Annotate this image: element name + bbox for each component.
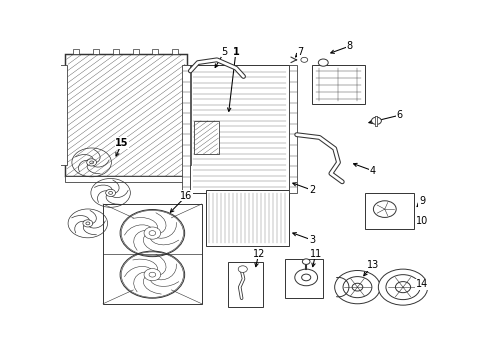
Bar bbox=[312, 66, 365, 104]
Text: 12: 12 bbox=[252, 249, 265, 259]
Bar bbox=[152, 49, 158, 54]
Bar bbox=[228, 262, 263, 307]
Circle shape bbox=[335, 270, 380, 304]
Circle shape bbox=[238, 266, 247, 273]
Bar bbox=[113, 49, 119, 54]
Text: 1: 1 bbox=[233, 46, 239, 57]
Text: 6: 6 bbox=[396, 110, 402, 120]
Text: 8: 8 bbox=[347, 41, 353, 51]
Bar bbox=[194, 121, 219, 154]
Text: 11: 11 bbox=[310, 249, 322, 259]
Bar bbox=[365, 193, 415, 229]
Text: 5: 5 bbox=[221, 46, 228, 57]
Bar bbox=[60, 66, 67, 165]
Bar bbox=[182, 66, 190, 193]
Bar bbox=[93, 49, 99, 54]
Text: 15: 15 bbox=[115, 138, 129, 148]
Text: 7: 7 bbox=[297, 46, 304, 57]
Text: 9: 9 bbox=[419, 196, 425, 206]
Text: 16: 16 bbox=[180, 191, 193, 201]
Circle shape bbox=[302, 259, 310, 264]
Bar bbox=[190, 66, 289, 193]
Text: 14: 14 bbox=[416, 279, 428, 289]
Circle shape bbox=[318, 59, 328, 66]
Bar bbox=[65, 176, 187, 182]
Text: 4: 4 bbox=[369, 166, 376, 176]
Bar bbox=[184, 66, 191, 165]
Text: 10: 10 bbox=[416, 216, 428, 226]
Circle shape bbox=[378, 269, 428, 305]
Bar bbox=[103, 204, 202, 304]
Text: 2: 2 bbox=[309, 185, 315, 195]
Bar bbox=[289, 66, 297, 193]
Bar bbox=[65, 54, 187, 176]
Bar bbox=[74, 49, 79, 54]
Bar bbox=[172, 49, 178, 54]
Bar bbox=[285, 260, 323, 298]
Bar bbox=[133, 49, 139, 54]
Circle shape bbox=[301, 57, 308, 62]
Text: 13: 13 bbox=[367, 260, 379, 270]
Text: 3: 3 bbox=[309, 235, 315, 245]
Circle shape bbox=[371, 117, 381, 125]
Bar bbox=[206, 190, 289, 246]
